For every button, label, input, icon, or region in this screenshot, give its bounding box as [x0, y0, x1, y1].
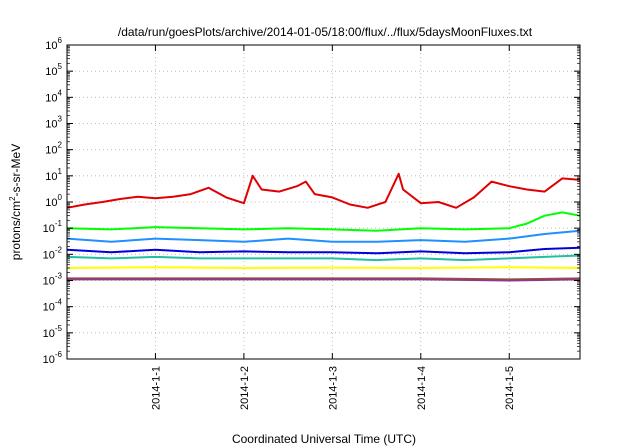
series-line-2 [66, 211, 581, 232]
x-axis-label: Coordinated Universal Time (UTC) [232, 432, 416, 446]
y-tick-label: 106 [45, 36, 62, 52]
series-line-3 [66, 229, 581, 243]
x-tick-label: 2014-1-3 [327, 366, 339, 410]
x-tick-label: 2014-1-2 [239, 366, 251, 410]
series-line-6 [66, 266, 581, 269]
grid-lines [67, 45, 580, 359]
series-line-1 [66, 172, 581, 209]
chart-title: /data/run/goesPlots/archive/2014-01-05/1… [118, 25, 533, 39]
y-tick-label: 103 [45, 115, 62, 131]
axis-ticks: 10-6 10-5 10-4 10-3 10-2 10-1 100 101 102 103 104 1… [43, 36, 580, 410]
y-tick-label: 104 [45, 88, 62, 104]
y-tick-label: 10-4 [43, 298, 63, 314]
series-group [66, 172, 581, 282]
series-line-8 [67, 278, 581, 282]
y-tick-label: 105 [45, 62, 62, 78]
y-tick-label: 10-3 [43, 272, 63, 288]
x-tick-label: 2014-1-1 [150, 366, 162, 410]
y-tick-label: 10-6 [43, 350, 63, 366]
series-line-5 [66, 254, 581, 262]
y-tick-label: 10-2 [43, 245, 63, 261]
x-tick-label: 2014-1-4 [416, 366, 428, 410]
y-tick-label: 102 [45, 141, 62, 157]
y-tick-label: 100 [45, 193, 62, 209]
series-line-4 [66, 246, 581, 255]
y-tick-label: 101 [45, 167, 62, 183]
y-axis-label: protons/cm2-s-sr-MeV [8, 144, 23, 260]
y-tick-label: 10-5 [43, 324, 63, 340]
y-tick-label: 10-1 [43, 219, 63, 235]
x-tick-label: 2014-1-5 [504, 366, 516, 410]
